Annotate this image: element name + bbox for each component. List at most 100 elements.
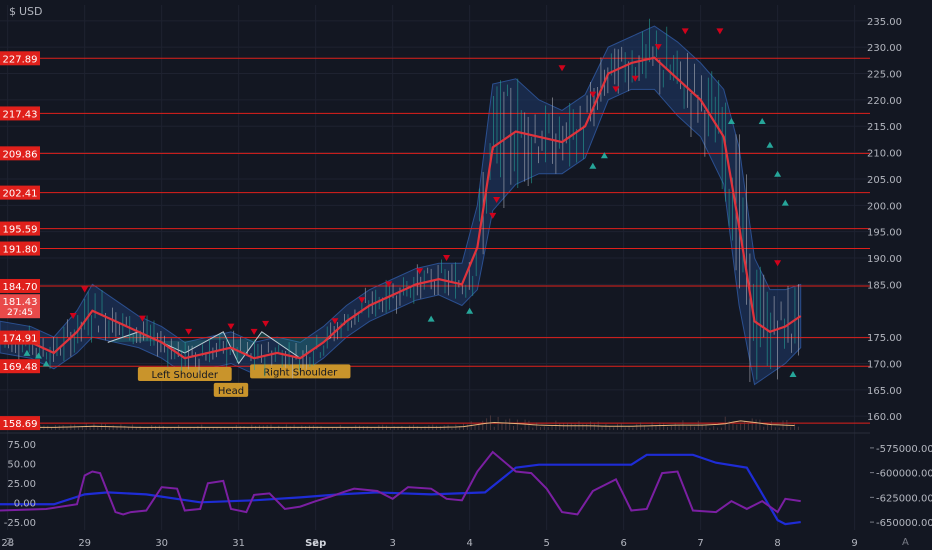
sell-marker [358,297,366,304]
level-price-label: 217.43 [3,109,38,120]
money-flow-tick-label: -625000.00 [876,493,932,504]
sell-marker [612,86,620,93]
sell-marker [631,75,639,82]
price-tick-label: 175.00 [867,333,902,344]
sell-marker [493,197,501,204]
level-price-label: 174.91 [3,334,38,345]
price-tick-label: 230.00 [867,43,902,54]
time-tick-label: 7 [697,538,703,549]
buy-marker [23,349,31,356]
level-price-tag [0,278,40,293]
level-price-tag [0,51,40,66]
sell-marker [250,328,258,335]
buy-marker [758,117,766,124]
sell-marker [558,65,566,72]
price-tick-label: 165.00 [867,386,902,397]
time-tick-label: 8 [774,538,780,549]
buy-marker [781,199,789,206]
time-axis-background [0,534,870,550]
level-price-label: 158.69 [3,419,38,430]
level-price-tag [0,221,40,236]
price-tick-label: 195.00 [867,228,902,239]
auto-scale-button[interactable]: A [902,537,909,548]
level-price-label: 184.70 [3,282,38,293]
time-tick-label: 6 [620,538,626,549]
price-tick-label: 220.00 [867,96,902,107]
time-tick-label: 30 [155,538,168,549]
volume-average-line [1,420,795,428]
oscillator-pane [0,450,801,526]
oscillator-line [0,450,801,516]
price-tick-label: 160.00 [867,412,902,423]
price-tick-label: 170.00 [867,359,902,370]
buy-marker [427,315,435,322]
oscillator-tick-label: -25.00 [4,518,36,529]
level-price-label: 195.59 [3,225,38,236]
pattern-label-box [250,364,351,379]
buy-marker [42,360,50,367]
price-tick-label: 205.00 [867,175,902,186]
countdown-label: 27:45 [7,308,33,318]
buy-marker [766,141,774,148]
level-price-tag [0,416,40,431]
axis-corner-buttons[interactable]: A [902,537,909,548]
time-tick-label: 29 [78,538,91,549]
pattern-label: Right Shoulder [263,367,338,378]
price-tick-label: 235.00 [867,17,902,28]
level-price-tag [0,330,40,345]
sell-marker [227,323,235,330]
time-tick-label: 28 [1,538,14,549]
head-and-shoulders-pattern: Left Shoulder Head Right Shoulder [107,331,351,397]
sell-marker [443,255,451,262]
sell-marker [331,318,339,325]
ma-line [0,56,802,360]
level-price-tag [0,185,40,200]
oscillator-tick-label: 0.00 [14,499,36,510]
price-tick-label: 200.00 [867,201,902,212]
sell-marker [416,268,424,275]
current-price-tag [0,294,40,319]
oscillator-tick-label: 75.00 [7,440,36,451]
level-price-tag [0,359,40,374]
currency-label: USD [19,5,43,18]
buy-marker [34,352,42,359]
time-tick-label: 9 [851,538,857,549]
price-tick-label: 210.00 [867,149,902,160]
buy-marker [774,170,782,177]
sell-marker [81,286,89,293]
pattern-label-box [137,367,232,382]
timezone-button[interactable]: Z [6,537,13,548]
buy-marker [589,162,597,169]
level-price-label: 209.86 [3,149,38,160]
time-tick-label-month: Sep [305,538,326,549]
money-flow-tick-label: -600000.00 [876,469,932,480]
sell-marker [69,313,77,320]
top-bar: $ USD [9,5,43,18]
level-price-tag [0,241,40,256]
price-tick-label: 215.00 [867,122,902,133]
sell-marker [185,328,193,335]
sell-marker [716,28,724,35]
level-price-label: 191.80 [3,245,38,256]
pattern-label: Left Shoulder [152,370,219,381]
axis-background [870,0,932,550]
sell-marker [138,315,146,322]
volume-bars [1,415,799,430]
moving-average-line [0,56,802,360]
signal-markers [23,28,797,378]
sell-marker [489,212,497,219]
time-tick-label: 3 [389,538,395,549]
money-flow-tick-label: -650000.00 [876,518,932,529]
level-price-tag [0,106,40,121]
price-tick-label: 185.00 [867,280,902,291]
sell-marker [262,320,270,327]
currency-dollar-icon: $ [9,5,16,18]
sell-marker [385,281,393,288]
pattern-label: Head [218,386,244,397]
time-tick-label: 31 [232,538,245,549]
time-tick-label: 5 [543,538,549,549]
oscillator-tick-label: 50.00 [7,460,36,471]
time-axis[interactable]: 28 29 30 31 2 3 4 5 6 7 8 9 Sep Z [0,534,870,550]
